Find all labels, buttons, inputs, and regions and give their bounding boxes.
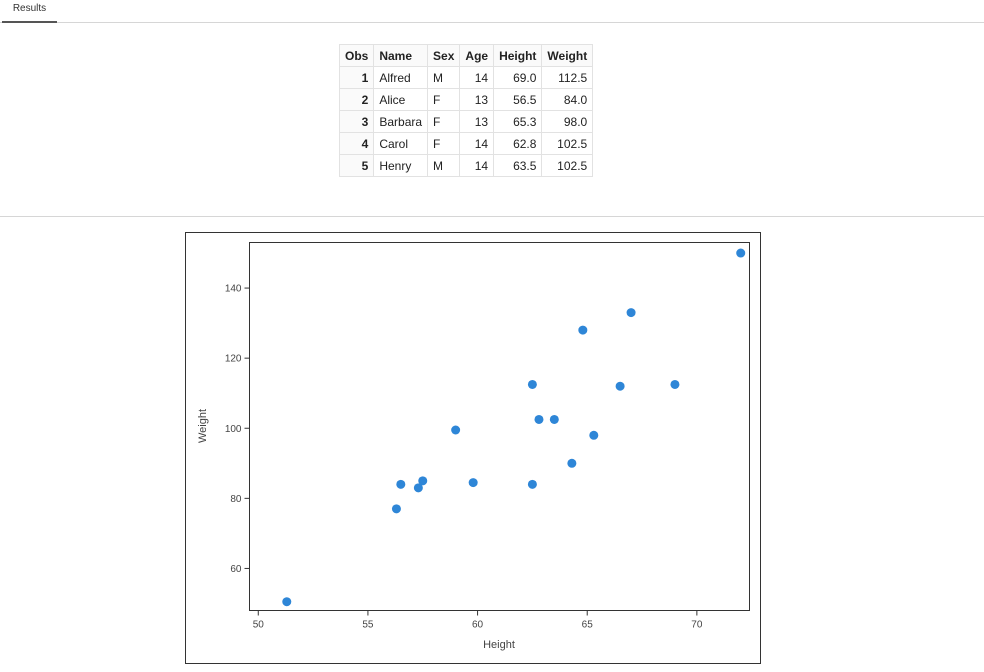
- data-point: [527, 379, 537, 389]
- table-row: 4 Carol F 14 62.8 102.5: [338, 132, 594, 155]
- column-header-height: Height: [493, 44, 543, 67]
- cell-name: Barbara: [373, 110, 429, 133]
- y-tick-label: 140: [225, 284, 242, 295]
- cell-weight: 84.0: [541, 88, 594, 111]
- y-tick-label: 60: [230, 564, 242, 575]
- column-header-obs: Obs: [338, 44, 375, 67]
- cell-obs: 5: [338, 154, 375, 177]
- column-header-age: Age: [459, 44, 495, 67]
- data-point: [736, 248, 746, 258]
- cell-sex: F: [427, 88, 461, 111]
- data-point: [391, 504, 401, 514]
- cell-height: 63.5: [493, 154, 543, 177]
- table-row: 2 Alice F 13 56.5 84.0: [338, 88, 594, 111]
- scatter-plot-svg: 50 55 60 65 70 60 80 100 120 140 Height Weight: [185, 232, 761, 664]
- x-tick-label: 50: [253, 620, 265, 631]
- data-point: [418, 476, 428, 486]
- data-point: [468, 478, 478, 488]
- cell-sex: F: [427, 110, 461, 133]
- cell-age: 13: [459, 88, 495, 111]
- column-header-weight: Weight: [541, 44, 594, 67]
- cell-age: 14: [459, 66, 495, 89]
- cell-sex: M: [427, 154, 461, 177]
- scatter-plot: 50 55 60 65 70 60 80 100 120 140 Height Weight: [185, 232, 761, 664]
- cell-obs: 3: [338, 110, 375, 133]
- table-row: 1 Alfred M 14 69.0 112.5: [338, 66, 594, 89]
- data-point: [282, 597, 292, 607]
- data-point: [589, 430, 599, 440]
- data-point: [413, 483, 423, 493]
- column-header-name: Name: [373, 44, 429, 67]
- cell-name: Carol: [373, 132, 429, 155]
- cell-name: Henry: [373, 154, 429, 177]
- plot-area: [249, 242, 750, 611]
- data-point: [396, 479, 406, 489]
- data-point: [626, 308, 636, 318]
- tab-bar: Results: [0, 0, 984, 23]
- cell-obs: 1: [338, 66, 375, 89]
- y-axis-label: Weight: [197, 409, 209, 443]
- table-row: 3 Barbara F 13 65.3 98.0: [338, 110, 594, 133]
- x-tick-label: 55: [362, 620, 374, 631]
- cell-height: 65.3: [493, 110, 543, 133]
- x-axis: 50 55 60 65 70: [253, 610, 703, 631]
- data-point: [578, 325, 588, 335]
- data-point: [549, 414, 559, 424]
- cell-obs: 2: [338, 88, 375, 111]
- results-table: Obs Name Sex Age Height Weight 1 Alfred …: [338, 44, 594, 177]
- data-point: [670, 379, 680, 389]
- x-tick-label: 65: [582, 620, 594, 631]
- cell-height: 56.5: [493, 88, 543, 111]
- x-axis-label: Height: [483, 639, 515, 651]
- cell-age: 13: [459, 110, 495, 133]
- data-point: [527, 479, 537, 489]
- data-point: [534, 414, 544, 424]
- x-tick-label: 60: [472, 620, 484, 631]
- data-point: [615, 381, 625, 391]
- y-tick-label: 120: [225, 354, 242, 365]
- cell-weight: 98.0: [541, 110, 594, 133]
- tab-results[interactable]: Results: [2, 0, 57, 23]
- cell-height: 69.0: [493, 66, 543, 89]
- section-divider: [0, 216, 984, 217]
- data-point: [451, 425, 461, 435]
- cell-weight: 112.5: [541, 66, 594, 89]
- table-header-row: Obs Name Sex Age Height Weight: [338, 44, 594, 67]
- cell-sex: M: [427, 66, 461, 89]
- cell-sex: F: [427, 132, 461, 155]
- cell-weight: 102.5: [541, 132, 594, 155]
- table-row: 5 Henry M 14 63.5 102.5: [338, 154, 594, 177]
- cell-age: 14: [459, 154, 495, 177]
- data-point: [567, 458, 577, 468]
- x-tick-label: 70: [691, 620, 703, 631]
- cell-height: 62.8: [493, 132, 543, 155]
- cell-obs: 4: [338, 132, 375, 155]
- cell-weight: 102.5: [541, 154, 594, 177]
- column-header-sex: Sex: [427, 44, 461, 67]
- y-tick-label: 100: [225, 424, 242, 435]
- plot-frame: [185, 232, 761, 664]
- cell-name: Alfred: [373, 66, 429, 89]
- y-axis: 60 80 100 120 140: [225, 284, 250, 575]
- cell-age: 14: [459, 132, 495, 155]
- cell-name: Alice: [373, 88, 429, 111]
- data-points: [282, 248, 746, 607]
- y-tick-label: 80: [230, 494, 242, 505]
